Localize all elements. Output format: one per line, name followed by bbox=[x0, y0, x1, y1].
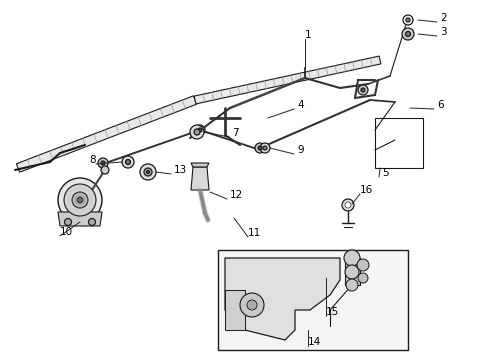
Circle shape bbox=[143, 168, 152, 176]
Circle shape bbox=[195, 125, 204, 135]
Circle shape bbox=[346, 279, 357, 291]
Text: 12: 12 bbox=[229, 190, 243, 200]
Text: 5: 5 bbox=[381, 168, 388, 178]
Circle shape bbox=[357, 273, 367, 283]
Circle shape bbox=[194, 129, 200, 135]
Text: 13: 13 bbox=[174, 165, 187, 175]
Circle shape bbox=[246, 300, 257, 310]
Circle shape bbox=[343, 250, 359, 266]
Circle shape bbox=[401, 28, 413, 40]
Text: 1: 1 bbox=[305, 30, 311, 40]
Text: 9: 9 bbox=[296, 145, 303, 155]
Text: 4: 4 bbox=[296, 100, 303, 110]
Circle shape bbox=[101, 166, 109, 174]
Polygon shape bbox=[191, 163, 208, 167]
Circle shape bbox=[356, 259, 368, 271]
Circle shape bbox=[190, 125, 203, 139]
Circle shape bbox=[64, 219, 71, 225]
Text: 3: 3 bbox=[439, 27, 446, 37]
Text: 14: 14 bbox=[307, 337, 321, 347]
Circle shape bbox=[101, 161, 105, 165]
Circle shape bbox=[341, 199, 353, 211]
Circle shape bbox=[240, 293, 264, 317]
Circle shape bbox=[198, 128, 202, 132]
Circle shape bbox=[88, 219, 95, 225]
Circle shape bbox=[405, 18, 409, 22]
Bar bbox=[218, 250, 407, 350]
Text: 7: 7 bbox=[231, 128, 238, 138]
Circle shape bbox=[98, 158, 108, 168]
Circle shape bbox=[345, 265, 358, 279]
Circle shape bbox=[402, 15, 412, 25]
Polygon shape bbox=[191, 167, 208, 190]
Polygon shape bbox=[194, 56, 380, 104]
Text: 16: 16 bbox=[359, 185, 372, 195]
Circle shape bbox=[345, 202, 350, 208]
Circle shape bbox=[260, 143, 269, 153]
Polygon shape bbox=[58, 212, 102, 226]
Circle shape bbox=[77, 197, 83, 203]
Circle shape bbox=[140, 164, 156, 180]
Text: 6: 6 bbox=[436, 100, 443, 110]
Circle shape bbox=[125, 159, 130, 165]
Circle shape bbox=[405, 31, 409, 36]
Circle shape bbox=[360, 88, 364, 92]
Text: 15: 15 bbox=[325, 307, 339, 317]
Text: 8: 8 bbox=[89, 155, 96, 165]
Circle shape bbox=[122, 156, 134, 168]
Text: 2: 2 bbox=[439, 13, 446, 23]
Circle shape bbox=[58, 178, 102, 222]
Text: 10: 10 bbox=[60, 227, 73, 237]
Circle shape bbox=[64, 184, 96, 216]
Circle shape bbox=[254, 143, 264, 153]
Circle shape bbox=[72, 192, 88, 208]
Polygon shape bbox=[345, 258, 359, 285]
Circle shape bbox=[357, 85, 367, 95]
Polygon shape bbox=[224, 290, 244, 330]
Circle shape bbox=[263, 146, 266, 150]
Polygon shape bbox=[224, 258, 339, 340]
Circle shape bbox=[258, 146, 262, 150]
Polygon shape bbox=[17, 96, 196, 172]
Circle shape bbox=[146, 171, 149, 174]
Text: 11: 11 bbox=[247, 228, 261, 238]
Bar bbox=[374, 118, 422, 168]
